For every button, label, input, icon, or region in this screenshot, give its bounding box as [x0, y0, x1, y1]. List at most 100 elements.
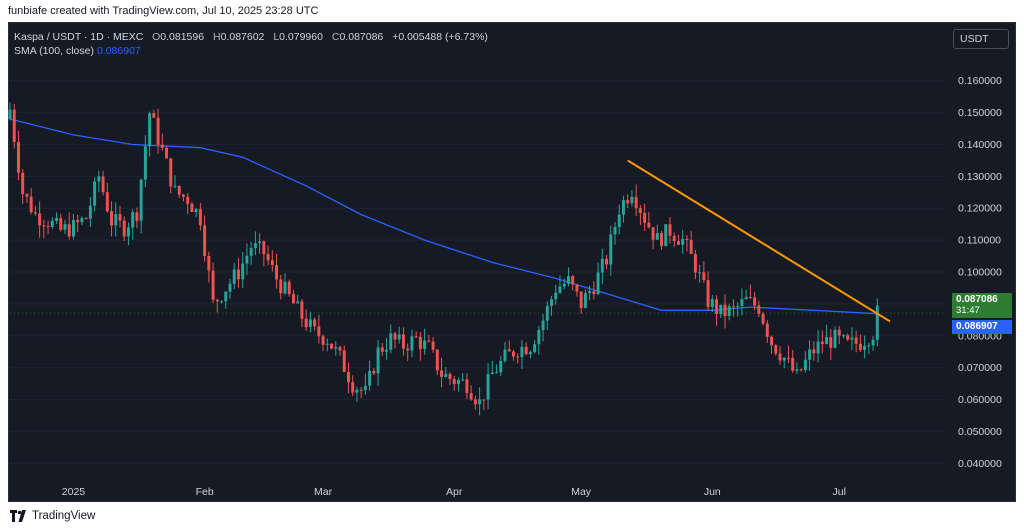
x-tick-label: May	[571, 486, 592, 498]
candle-body	[308, 319, 312, 328]
candle-body	[507, 349, 511, 352]
candle-body	[516, 356, 520, 358]
candle-body	[440, 370, 444, 377]
candle-body	[283, 281, 287, 294]
candle-body	[59, 218, 63, 230]
candle-body	[38, 213, 42, 226]
candle-body	[368, 370, 372, 386]
candle-layer	[8, 102, 879, 416]
candle-body	[313, 319, 317, 327]
candle-body	[753, 297, 757, 306]
candle-body	[575, 284, 579, 292]
candle-body	[655, 233, 659, 240]
candle-body	[871, 339, 875, 346]
y-tick-label: 0.150000	[958, 107, 1002, 119]
candle-body	[524, 346, 528, 355]
symbol-label[interactable]: Kaspa / USDT · 1D · MEXC	[14, 31, 144, 43]
candle-body	[249, 248, 253, 256]
candle-body	[748, 297, 752, 299]
candle-body	[397, 334, 401, 340]
candle-body	[613, 226, 617, 235]
candle-body	[854, 337, 858, 344]
candle-body	[596, 272, 600, 294]
candle-body	[88, 205, 92, 219]
candle-body	[203, 225, 207, 256]
chart-frame[interactable]	[8, 22, 1016, 502]
candle-body	[681, 238, 685, 245]
candle-body	[465, 379, 469, 394]
candle-body	[372, 370, 376, 374]
candle-body	[774, 345, 778, 354]
candle-body	[215, 299, 219, 302]
candle-body	[744, 297, 748, 300]
sma-legend[interactable]: SMA (100, close) 0.086907	[14, 45, 141, 57]
open-label: O	[152, 31, 161, 43]
candle-body	[554, 292, 558, 300]
candle-body	[528, 352, 532, 355]
candle-body	[558, 286, 562, 293]
candle-body	[401, 334, 405, 349]
y-tick-label: 0.110000	[958, 235, 1001, 247]
candle-body	[148, 113, 152, 147]
candle-body	[93, 181, 97, 206]
footer-brand[interactable]: TradingView	[10, 510, 95, 522]
candle-body	[194, 209, 198, 213]
brand-label: TradingView	[32, 510, 96, 522]
candle-body	[359, 389, 363, 391]
candle-body	[143, 146, 147, 180]
candle-body	[33, 212, 37, 214]
change-value: +0.005488 (+6.73%)	[392, 31, 488, 43]
candle-body	[444, 373, 448, 377]
candle-body	[833, 329, 837, 348]
candle-body	[220, 301, 224, 303]
candle-body	[545, 305, 549, 321]
candle-body	[841, 335, 845, 337]
candle-body	[511, 351, 515, 357]
trendline	[627, 159, 891, 323]
candle-body	[698, 272, 702, 274]
x-tick-label: Mar	[314, 486, 333, 498]
x-tick-label: 2025	[62, 486, 86, 498]
candle-body	[448, 373, 452, 379]
candle-body	[279, 279, 283, 294]
candle-body	[190, 203, 194, 213]
candle-body	[791, 357, 795, 371]
x-tick-label: Apr	[446, 486, 463, 498]
candle-body	[816, 341, 820, 354]
candle-body	[782, 357, 786, 361]
candle-body	[406, 348, 410, 351]
candle-body	[761, 313, 765, 324]
candle-body	[710, 299, 714, 307]
x-axis: 2025 Feb Mar Apr May Jun Jul	[62, 486, 846, 498]
candle-body	[12, 109, 16, 142]
candle-body	[84, 218, 88, 220]
sma-label: SMA (100, close)	[14, 45, 94, 57]
y-tick-label: 0.160000	[958, 75, 1002, 87]
y-axis: 0.160000 0.150000 0.140000 0.130000 0.120000…	[958, 75, 1002, 470]
candle-body	[355, 389, 359, 393]
grid-layer	[10, 80, 945, 464]
candle-body	[376, 347, 380, 374]
candle-body	[228, 283, 232, 292]
bar-countdown: 31:47	[956, 305, 980, 316]
candle-body	[275, 265, 279, 280]
candle-body	[296, 301, 300, 304]
currency-button[interactable]: USDT	[953, 29, 1009, 49]
candle-body	[863, 345, 867, 350]
candle-body	[490, 372, 494, 375]
candle-body	[71, 220, 75, 237]
open-value: 0.081596	[160, 31, 205, 43]
candle-body	[321, 336, 325, 345]
candle-body	[287, 281, 291, 295]
candle-body	[685, 238, 689, 241]
candle-body	[486, 374, 490, 400]
candle-body	[97, 176, 101, 182]
candle-body	[736, 305, 740, 307]
y-tick-label: 0.130000	[958, 171, 1002, 183]
candle-body	[495, 372, 499, 374]
low-label: L	[273, 31, 280, 43]
candle-body	[520, 346, 524, 357]
candle-body	[702, 272, 706, 281]
x-tick-label: Jun	[704, 486, 721, 498]
